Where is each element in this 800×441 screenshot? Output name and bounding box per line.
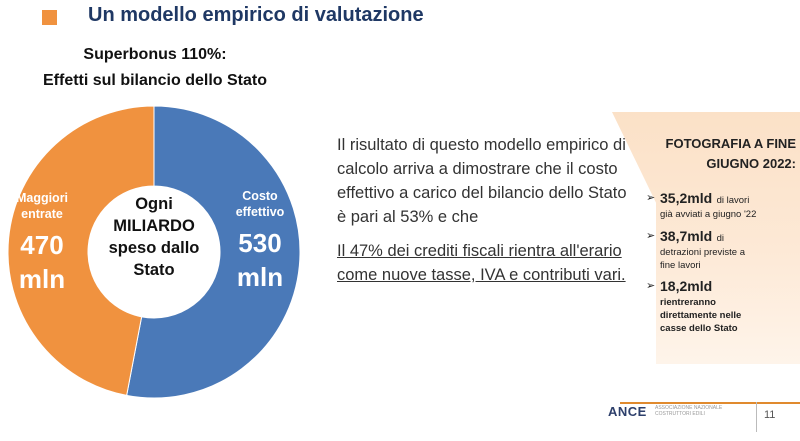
page-number-divider <box>756 402 757 432</box>
slice-value-costo-effettivo: 530 mln <box>236 228 284 292</box>
photo-item-value: 35,2mld <box>660 190 713 206</box>
chart-title-line-2: Effetti sul bilancio dello Stato <box>42 72 267 89</box>
photo-item-value: 38,7mld <box>660 228 713 244</box>
main-underlined-statement: Il 47% dei crediti fiscali rientra all'e… <box>337 242 626 284</box>
photo-item: ➢ 18,2mld rientreranno direttamente nell… <box>646 278 800 335</box>
slice-label-costo-effettivo: Costo effettivo 530 mln <box>222 188 298 294</box>
logo-text: ANCE <box>608 404 647 419</box>
photo-item-value: 18,2mld <box>660 278 713 294</box>
arrow-right-icon: ➢ <box>646 192 656 204</box>
photo-panel-title: FOTOGRAFIA A FINE GIUGNO 2022: <box>665 136 796 171</box>
donut-slice-0 <box>126 105 301 399</box>
photo-item-inline: di <box>716 233 724 244</box>
arrow-right-icon: ➢ <box>646 230 656 242</box>
slice-name-maggiori-entrate: Maggiori entrate <box>15 191 69 221</box>
photo-item-description: rientreranno direttamente nelle casse de… <box>660 297 742 334</box>
photo-item-inline: di lavori <box>716 195 750 206</box>
title-bullet-square <box>42 10 57 25</box>
footer-divider-line <box>620 402 800 404</box>
donut-chart <box>7 105 301 399</box>
page-number: 11 <box>764 409 776 421</box>
logo-subtitle: ASSOCIAZIONE NAZIONALE COSTRUTTORI EDILI <box>655 405 723 417</box>
photo-item: ➢ 38,7mld di detrazioni previste a fine … <box>646 228 800 272</box>
chart-title-line-1: Superbonus 110%: <box>83 46 227 63</box>
chart-title: Superbonus 110%: Effetti sul bilancio de… <box>0 42 310 94</box>
ance-logo: ANCE ASSOCIAZIONE NAZIONALE COSTRUTTORI … <box>608 403 722 421</box>
photo-item-description: già avviati a giugno '22 <box>660 209 757 220</box>
photo-item: ➢ 35,2mld di lavori già avviati a giugno… <box>646 190 800 221</box>
donut-center-text: Ogni MILIARDO speso dallo Stato <box>108 195 200 279</box>
slice-value-maggiori-entrate: 470 mln <box>18 230 66 294</box>
main-text-block: Il risultato di questo modello empirico … <box>337 133 637 287</box>
donut-slice-1 <box>7 105 155 396</box>
slide-title: Un modello empirico di valutazione <box>88 4 424 26</box>
slice-label-maggiori-entrate: Maggiori entrate 470 mln <box>4 190 80 296</box>
arrow-right-icon: ➢ <box>646 280 656 292</box>
main-paragraph: Il risultato di questo modello empirico … <box>337 136 627 226</box>
slice-name-costo-effettivo: Costo effettivo <box>235 189 285 219</box>
photo-item-description: detrazioni previste a fine lavori <box>660 247 746 271</box>
